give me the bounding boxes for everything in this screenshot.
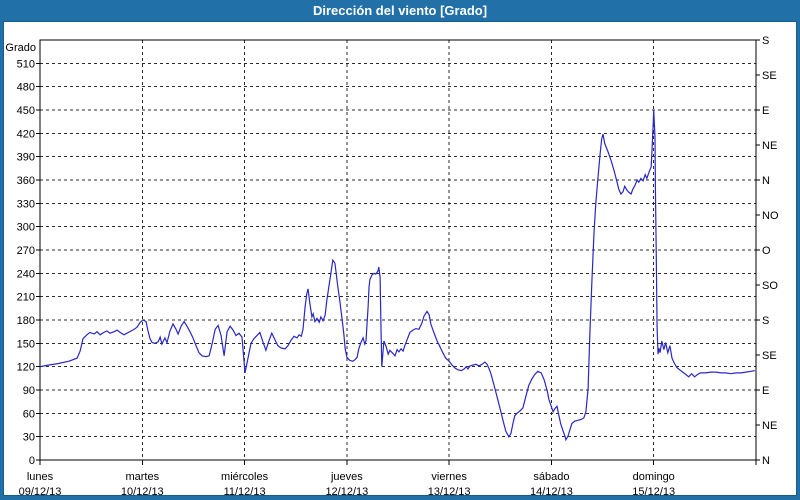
axis-labels: 0 30 60 90 120 150 180 210 240 270 300 330 360 390 420… — [17, 35, 779, 498]
x-axis-day-label: sábado — [533, 471, 569, 483]
chart-title-bar: Dirección del viento [Grado] — [0, 0, 800, 21]
y-axis-tick-label: 240 — [17, 268, 35, 280]
y-axis-tick-label: 60 — [23, 408, 35, 420]
x-axis-day-label: lunes — [27, 471, 54, 483]
right-axis-compass-label: E — [762, 105, 769, 117]
y-axis-tick-label: 480 — [17, 82, 35, 94]
y-axis-tick-label: 390 — [17, 152, 35, 164]
chart-title: Dirección del viento [Grado] — [312, 3, 488, 18]
y-axis-tick-label: 180 — [17, 315, 35, 327]
series-line — [39, 109, 755, 442]
y-axis-tick-label: 330 — [17, 198, 35, 210]
x-axis-day-label: jueves — [330, 471, 363, 483]
x-axis-date-label: 14/12/13 — [530, 486, 573, 498]
y-axis-tick-label: 210 — [17, 292, 35, 304]
axis-ticks — [36, 39, 760, 465]
gridlines — [40, 40, 756, 460]
right-axis-compass-label: SO — [762, 280, 778, 292]
x-axis-date-label: 15/12/13 — [632, 486, 675, 498]
right-axis-compass-label: E — [762, 385, 769, 397]
y-axis-tick-label: 150 — [17, 338, 35, 350]
chart-panel — [3, 21, 797, 496]
x-axis-day-label: domingo — [633, 471, 675, 483]
right-axis-compass-label: NE — [762, 420, 777, 432]
y-axis-tick-label: 420 — [17, 128, 35, 140]
right-axis-compass-label: SE — [762, 70, 777, 82]
y-axis-tick-label: 450 — [17, 105, 35, 117]
right-axis-compass-label: O — [762, 245, 771, 257]
x-axis-date-label: 09/12/13 — [19, 486, 62, 498]
right-axis-compass-label: S — [762, 315, 769, 327]
y-axis-tick-label: 90 — [23, 385, 35, 397]
y-axis-tick-label: 270 — [17, 245, 35, 257]
right-axis-compass-label: NO — [762, 210, 779, 222]
x-axis-date-label: 12/12/13 — [325, 486, 368, 498]
right-axis-compass-label: SE — [762, 350, 777, 362]
x-axis-day-label: viernes — [431, 471, 467, 483]
x-axis-date-label: 10/12/13 — [121, 486, 164, 498]
y-axis-tick-label: 360 — [17, 175, 35, 187]
y-axis-tick-label: 300 — [17, 222, 35, 234]
x-axis-day-label: miércoles — [221, 471, 269, 483]
x-axis-date-label: 11/12/13 — [224, 486, 266, 498]
y-axis-tick-label: 120 — [17, 362, 35, 374]
x-axis-date-label: 13/12/13 — [428, 486, 471, 498]
x-axis-day-label: martes — [125, 471, 159, 483]
y-axis-tick-label: 30 — [23, 432, 35, 444]
y-axis-title: Grado — [5, 42, 36, 54]
right-axis-compass-label: N — [762, 175, 770, 187]
y-axis-tick-label: 0 — [29, 455, 35, 467]
right-axis-compass-label: NE — [762, 140, 777, 152]
right-axis-compass-label: N — [762, 455, 770, 467]
y-axis-tick-label: 510 — [17, 58, 35, 70]
wind-direction-series — [39, 109, 755, 442]
right-axis-compass-label: S — [762, 35, 769, 47]
